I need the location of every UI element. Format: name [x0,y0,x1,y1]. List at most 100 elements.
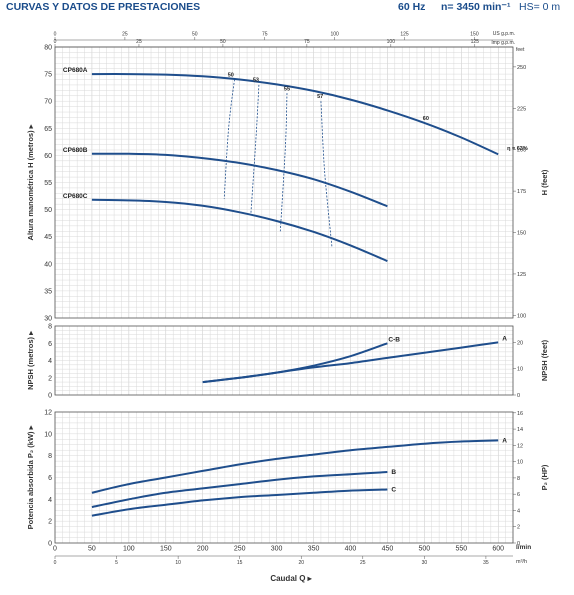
bottom-tick-label-m3h: 5 [115,560,118,566]
efficiency-line [320,101,333,248]
bottom-tick-label-m3h: 25 [360,560,366,566]
suction-head-label: HS= 0 m [519,1,561,13]
curve-label-a: A [502,437,507,444]
x-tick-label: 50 [88,546,96,553]
bottom-tick-label-m3h: 15 [237,560,243,566]
y-tick-label: 40 [44,261,52,268]
top-tick-label-usgpm: 0 [54,32,57,38]
curve-cp680b [91,152,388,208]
y2-tick-label: 16 [517,411,523,417]
efficiency-label: 55 [284,86,290,92]
efficiency-line [250,84,260,216]
y2-tick-label: 2 [517,525,520,531]
y-tick-label: 45 [44,234,52,241]
y-tick-label: 0 [48,393,52,400]
y-tick-label: 50 [44,207,52,214]
x-tick-label: 550 [455,546,467,553]
y-tick-label: 30 [44,316,52,323]
x-tick-label: 150 [160,546,172,553]
x-tick-label: 250 [234,546,246,553]
y-tick-label: 80 [44,45,52,52]
top-tick-label-usgpm: 150 [470,32,479,38]
curve-label-c: C [391,487,396,494]
top-tick-label-impgpm: 100 [387,39,396,45]
y2-tick-label: 10 [517,460,523,466]
bottom-tick-label-m3h: 10 [175,560,181,566]
y2-tick-label: 14 [517,427,523,433]
y-tick-label: 55 [44,180,52,187]
bottom-tick-label-m3h: 20 [298,560,304,566]
y2-tick-label: 125 [517,272,526,278]
top-tick-label-impgpm: 0 [54,39,57,45]
y-tick-label: 35 [44,288,52,295]
top-tick-label-impgpm: 50 [220,39,226,45]
curve-label-c-b: C-B [388,336,400,343]
x-tick-label: 600 [492,546,504,553]
efficiency-label: 53 [253,78,259,84]
x-axis-unit: l/min [516,544,531,551]
y-tick-label: 2 [48,375,52,382]
y2-tick-label: 12 [517,443,523,449]
y2-tick-label: 225 [517,106,526,112]
plot-frame [54,411,514,544]
curve-a [91,439,499,494]
x-tick-label: 100 [123,546,135,553]
x2-axis-unit: m³/h [516,559,527,565]
x-tick-label: 200 [197,546,209,553]
y-tick-label: 12 [44,410,52,417]
curve-label-cp680a: CP680A [63,67,88,74]
curve-label-b: B [391,469,396,476]
top-tick-label-impgpm: 25 [136,39,142,45]
y-tick-label: 4 [48,497,52,504]
y2-tick-label: 175 [517,189,526,195]
top-tick-label-usgpm: 25 [122,32,128,38]
x-tick-label: 450 [382,546,394,553]
bottom-tick-label-m3h: 30 [422,560,428,566]
y-axis-label: Potencia absorbida P₂ (kW) ▸ [26,424,35,529]
efficiency-label: 60 [423,116,429,122]
curve-cp680a [91,73,499,156]
y2-tick-label: 150 [517,231,526,237]
y-axis-label: Altura manométrica H (metros) ▸ [26,123,35,240]
y-tick-label: 75 [44,72,52,79]
bottom-tick-label-m3h: 35 [483,560,489,566]
y2-axis-label: NPSH (feet) [540,339,549,381]
top-tick-label-usgpm: 50 [192,32,198,38]
y-tick-label: 0 [48,541,52,548]
x-tick-label: 350 [308,546,320,553]
y2-axis-label: H (feet) [540,169,549,195]
y2-tick-label: 250 [517,65,526,71]
y2-tick-label: 10 [517,367,523,373]
y-tick-label: 10 [44,431,52,438]
bottom-tick-label-m3h: 0 [54,560,57,566]
efficiency-line [279,93,288,232]
y-tick-label: 65 [44,126,52,133]
y2-tick-label: 0 [517,393,520,399]
y2-tick-label: 20 [517,340,523,346]
curve-label-cp680c: CP680C [63,193,88,200]
y-tick-label: 6 [48,341,52,348]
y-tick-label: 8 [48,453,52,460]
speed-label: n= 3450 min⁻¹ [441,1,511,13]
x-tick-label: 0 [53,546,57,553]
top-tick-label-usgpm: 125 [400,32,409,38]
y2-tick-label: 100 [517,313,526,319]
top-axis-label-usgpm: US g.p.m. [493,31,515,37]
efficiency-label: 50 [228,72,234,78]
plot-frame [54,325,514,396]
x-axis-label: Caudal Q ▸ [270,574,312,583]
y2-tick-label: 4 [517,508,520,514]
y-axis-label: NPSH (metros) ▸ [26,330,35,390]
curve-c [91,488,388,517]
x-tick-label: 300 [271,546,283,553]
top-axis-label-impgpm: Imp g.p.m. [491,40,515,46]
y2-axis-label: P₂ (HP) [540,464,549,490]
top-tick-label-impgpm: 125 [471,39,480,45]
y2-tick-label: 8 [517,476,520,482]
top-axis-label-feet: feet [516,47,525,53]
y-tick-label: 70 [44,99,52,106]
curve-b [91,471,388,508]
efficiency-line [223,79,235,199]
y-tick-label: 2 [48,519,52,526]
